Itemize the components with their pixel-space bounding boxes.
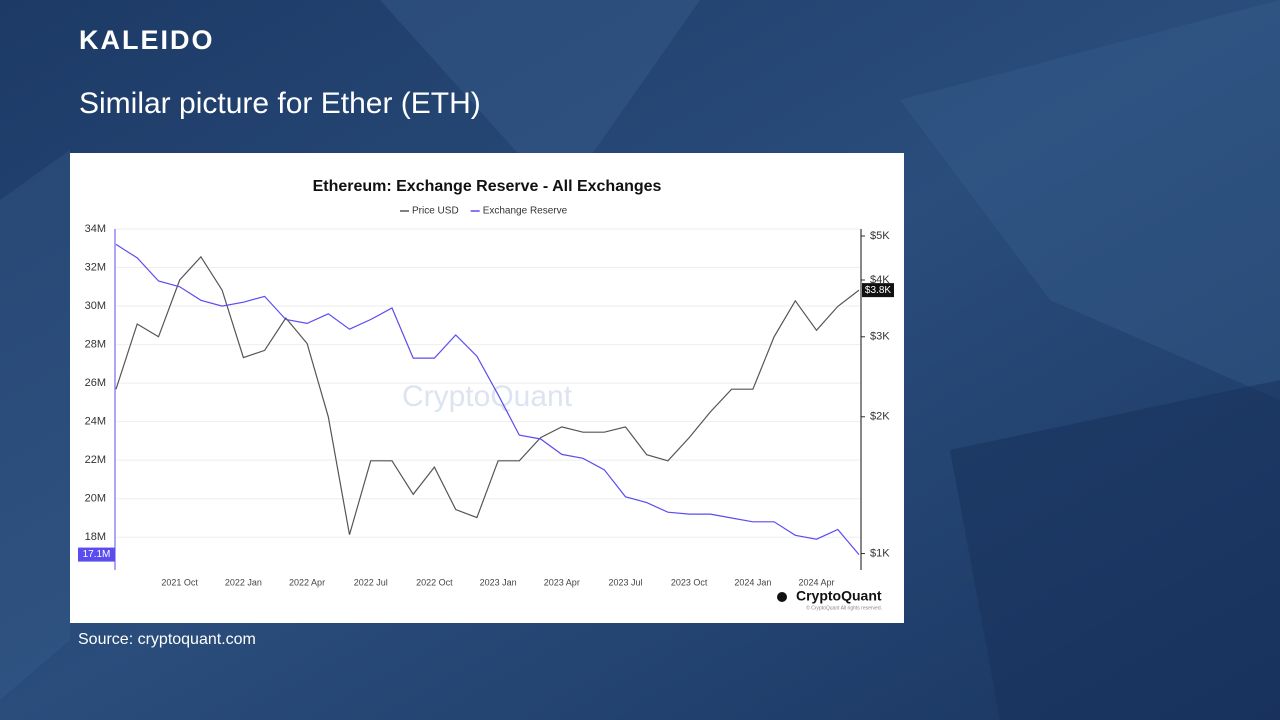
x-tick-label: 2023 Oct	[671, 577, 708, 587]
y-tick-label: 32M	[85, 261, 106, 273]
y-tick-label: 24M	[85, 416, 106, 428]
y-tick-label: 30M	[85, 300, 106, 312]
legend-label: Exchange Reserve	[483, 206, 568, 217]
copyright: © CryptoQuant All rights reserved.	[806, 604, 882, 611]
value-label: $3.8K	[865, 285, 891, 296]
x-tick-label: 2023 Jul	[608, 577, 642, 587]
series-line	[115, 243, 860, 555]
y-tick-label: 26M	[85, 377, 106, 389]
y-tick-label: 34M	[85, 223, 106, 235]
bg-shape	[950, 380, 1280, 720]
watermark: CryptoQuant	[402, 380, 573, 413]
x-tick-label: 2022 Jan	[225, 577, 262, 587]
x-tick-label: 2022 Jul	[354, 577, 388, 587]
y2-tick-label: $3K	[870, 331, 890, 343]
logo-icon	[777, 592, 787, 602]
y-tick-label: 20M	[85, 493, 106, 505]
logo: CryptoQuant	[796, 588, 882, 604]
series-line	[115, 255, 860, 535]
bg-shape	[0, 150, 70, 700]
y-tick-label: 18M	[85, 531, 106, 543]
x-tick-label: 2022 Oct	[416, 577, 453, 587]
source: Source: cryptoquant.com	[78, 631, 256, 648]
x-tick-label: 2024 Apr	[799, 577, 835, 587]
chart-panel	[70, 153, 904, 623]
brand: KALEIDO	[79, 25, 215, 55]
x-tick-label: 2023 Jan	[480, 577, 517, 587]
x-tick-label: 2021 Oct	[161, 577, 198, 587]
y2-tick-label: $1K	[870, 547, 890, 559]
x-tick-label: 2023 Apr	[544, 577, 580, 587]
x-tick-label: 2024 Jan	[734, 577, 771, 587]
bg-shape	[380, 0, 700, 200]
y-tick-label: 22M	[85, 454, 106, 466]
bg-shape	[900, 0, 1280, 400]
slide-title: Similar picture for Ether (ETH)	[79, 87, 481, 120]
y2-tick-label: $4K	[870, 274, 890, 286]
x-tick-label: 2022 Apr	[289, 577, 325, 587]
y-tick-label: 28M	[85, 338, 106, 350]
y2-tick-label: $5K	[870, 230, 890, 242]
value-flag	[862, 283, 894, 298]
chart-title: Ethereum: Exchange Reserve - All Exchang…	[313, 178, 662, 195]
legend-label: Price USD	[412, 206, 459, 217]
value-label: 17.1M	[83, 549, 111, 560]
value-flag	[78, 547, 115, 562]
y2-tick-label: $2K	[870, 411, 890, 423]
